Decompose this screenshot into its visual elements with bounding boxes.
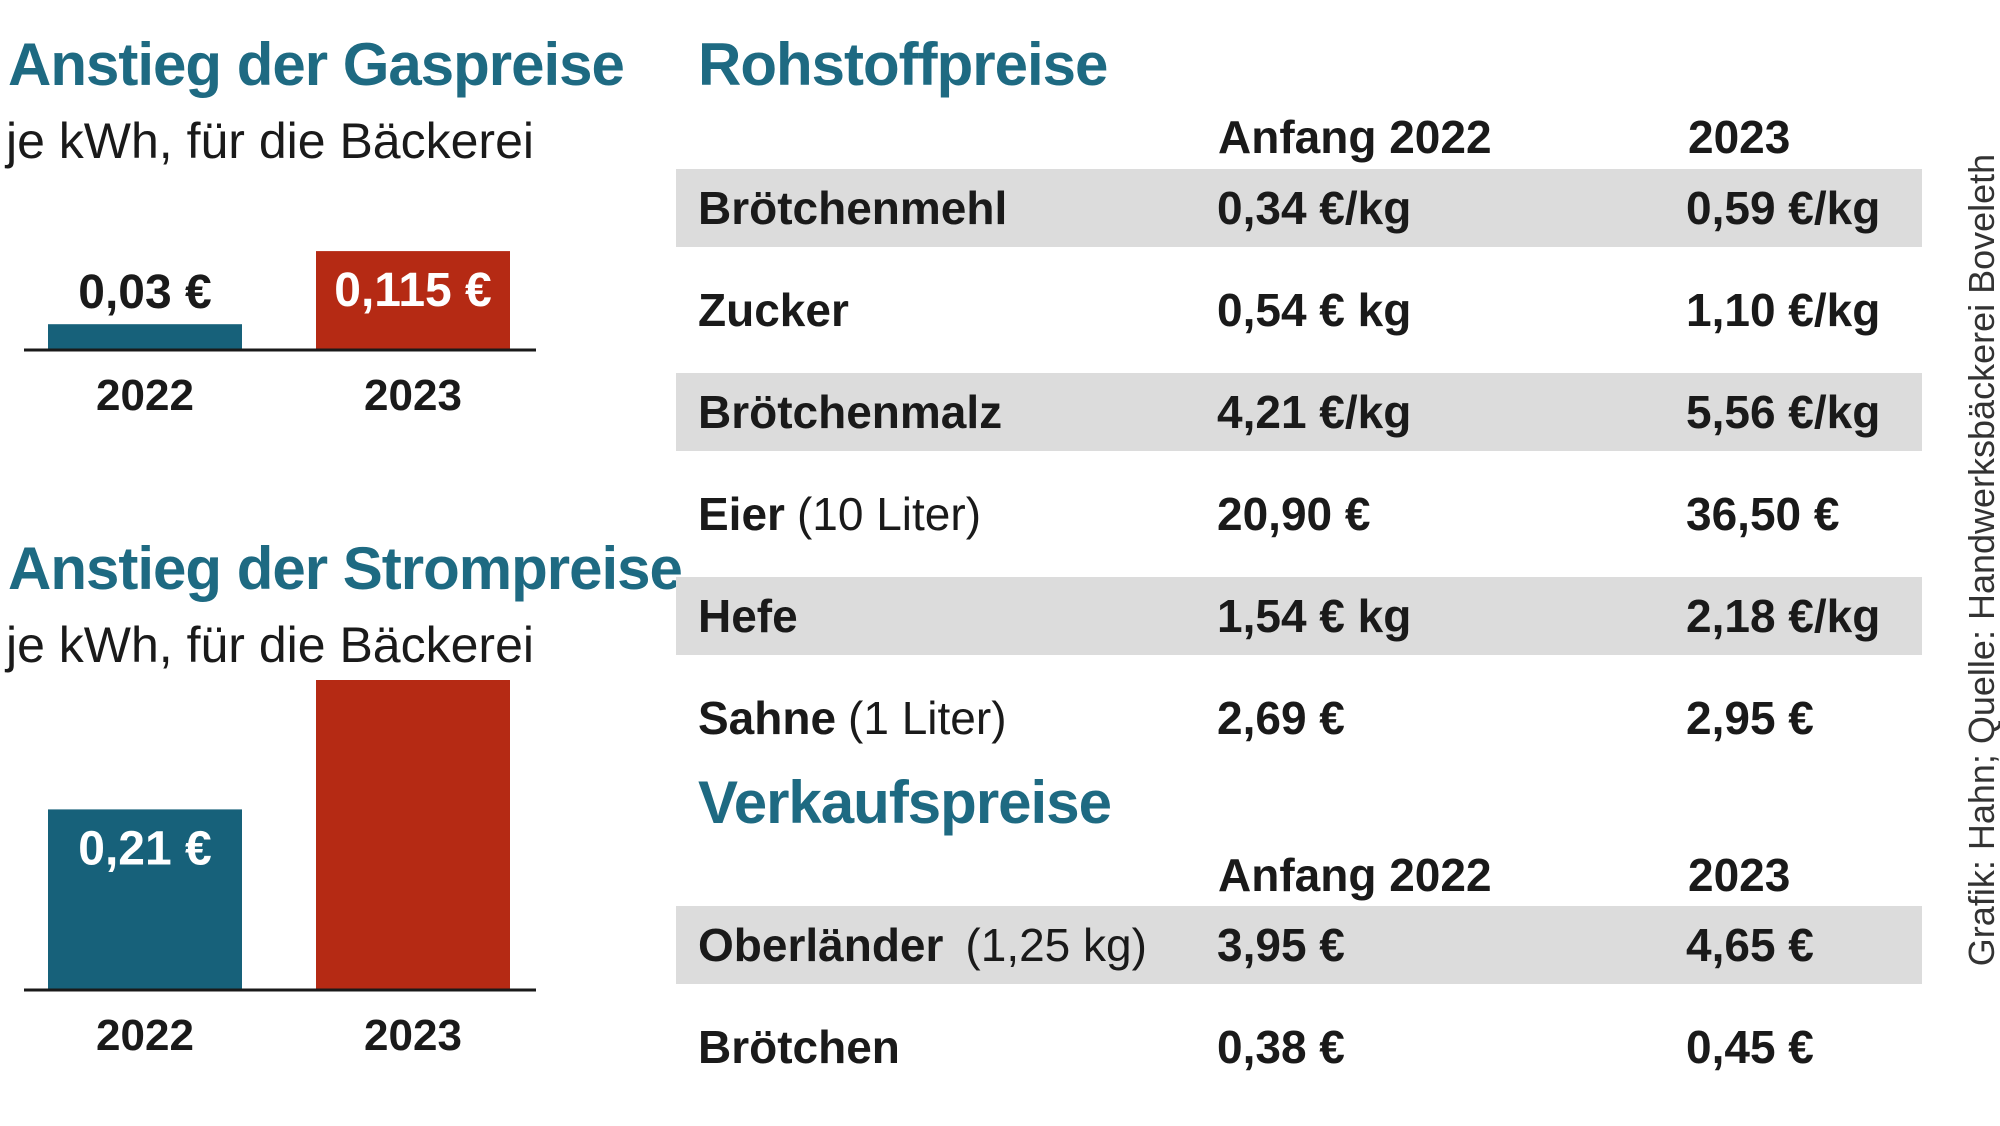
verkauf-value-2023: 0,45 € xyxy=(1686,1021,1814,1073)
rohstoff-row: Sahne (1 Liter) 2,69 € 2,95 € xyxy=(676,679,1922,757)
strom-chart-subtitle: je kWh, für die Bäckerei xyxy=(6,617,534,673)
rohstoff-title: Rohstoffpreise xyxy=(698,31,1108,98)
rohstoff-item-name: Zucker xyxy=(698,283,849,337)
gas-chart-subtitle: je kWh, für die Bäckerei xyxy=(6,113,534,169)
rohstoff-row: Hefe 1,54 € kg 2,18 €/kg xyxy=(676,577,1922,655)
strom-bar-2023 xyxy=(316,680,510,990)
gas-bar-2022 xyxy=(48,324,242,350)
rohstoff-value-2022: 2,69 € xyxy=(1217,692,1345,744)
verkauf-title: Verkaufspreise xyxy=(698,769,1112,836)
rohstoff-header-2023: 2023 xyxy=(1688,111,1791,163)
rohstoff-row: Brötchenmehl 0,34 €/kg 0,59 €/kg xyxy=(676,169,1922,247)
rohstoff-row: Brötchenmalz 4,21 €/kg 5,56 €/kg xyxy=(676,373,1922,451)
strom-chart-title: Anstieg der Strompreise xyxy=(8,535,683,602)
rohstoff-row: Zucker 0,54 € kg 1,10 €/kg xyxy=(676,271,1922,349)
gas-value-label-2022: 0,03 € xyxy=(78,266,211,319)
verkauf-header-2023: 2023 xyxy=(1688,849,1791,901)
gas-value-label-2023: 0,115 € xyxy=(334,264,492,317)
rohstoff-item-name: Brötchenmalz xyxy=(698,385,1002,439)
rohstoff-value-2022: 0,34 €/kg xyxy=(1217,182,1412,234)
rohstoff-item-name: Eier (10 Liter) xyxy=(698,487,981,541)
rohstoff-value-2023: 2,95 € xyxy=(1686,692,1814,744)
strom-category-label-2022: 2022 xyxy=(96,1011,194,1060)
rohstoff-value-2022: 1,54 € kg xyxy=(1217,590,1412,642)
strom-bar-2022 xyxy=(48,809,242,990)
rohstoff-item-label: Sahne xyxy=(698,692,837,744)
gas-chart-title: Anstieg der Gaspreise xyxy=(8,31,625,98)
rohstoff-value-2023: 1,10 €/kg xyxy=(1686,284,1881,336)
verkauf-item-label: Oberländer xyxy=(698,919,944,971)
rohstoff-item-note: (10 Liter) xyxy=(796,488,982,540)
rohstoff-item-name: Sahne (1 Liter) xyxy=(698,691,1007,745)
verkauf-row: Oberländer (1,25 kg) 3,95 € 4,65 € xyxy=(676,906,1922,984)
strom-value-label-2022: 0,21 € xyxy=(78,822,211,875)
rohstoff-value-2023: 36,50 € xyxy=(1686,488,1840,540)
verkauf-item-name: Brötchen xyxy=(698,1020,900,1074)
verkauf-item-note: (1,25 kg) xyxy=(965,919,1147,971)
rohstoff-header-2022: Anfang 2022 xyxy=(1218,111,1492,163)
verkauf-value-2022: 3,95 € xyxy=(1217,919,1345,971)
verkauf-value-2023: 4,65 € xyxy=(1686,919,1814,971)
gas-category-label-2022: 2022 xyxy=(96,371,194,420)
verkauf-item-name: Oberländer (1,25 kg) xyxy=(698,918,1147,972)
rohstoff-item-label: Eier xyxy=(698,488,785,540)
rohstoff-value-2022: 0,54 € kg xyxy=(1217,284,1412,336)
rohstoff-item-label: Zucker xyxy=(698,284,849,336)
rohstoff-item-label: Hefe xyxy=(698,590,798,642)
rohstoff-item-label: Brötchenmalz xyxy=(698,386,1003,438)
rohstoff-value-2022: 4,21 €/kg xyxy=(1217,386,1412,438)
strom-category-label-2023: 2023 xyxy=(364,1011,462,1060)
rohstoff-item-label: Brötchenmehl xyxy=(698,182,1008,234)
verkauf-row: Brötchen 0,38 € 0,45 € xyxy=(676,1008,1922,1086)
rohstoff-value-2022: 20,90 € xyxy=(1217,488,1371,540)
gas-bar-chart: 0,03 € 2022 0,115 € 2023 xyxy=(24,251,536,420)
verkauf-item-label: Brötchen xyxy=(698,1021,900,1073)
rohstoff-value-2023: 2,18 €/kg xyxy=(1686,590,1881,642)
source-credit: Grafik: Hahn; Quelle: Handwerksbäckerei … xyxy=(1961,153,2000,967)
rohstoff-item-name: Brötchenmehl xyxy=(698,181,1007,235)
rohstoff-value-2023: 5,56 €/kg xyxy=(1686,386,1881,438)
rohstoff-row: Eier (10 Liter) 20,90 € 36,50 € xyxy=(676,475,1922,553)
rohstoff-item-note: (1 Liter) xyxy=(848,692,1007,744)
rohstoff-item-name: Hefe xyxy=(698,589,798,643)
rohstoff-value-2023: 0,59 €/kg xyxy=(1686,182,1881,234)
verkauf-value-2022: 0,38 € xyxy=(1217,1021,1345,1073)
verkauf-header-2022: Anfang 2022 xyxy=(1218,849,1492,901)
gas-bar-2023 xyxy=(316,251,510,350)
gas-category-label-2023: 2023 xyxy=(364,371,462,420)
